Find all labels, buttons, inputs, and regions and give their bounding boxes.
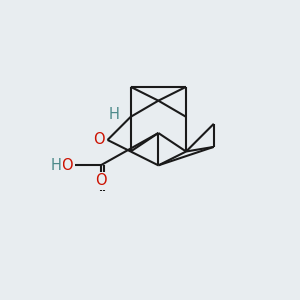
- Text: O: O: [94, 132, 105, 147]
- Text: H: H: [50, 158, 62, 173]
- Text: O: O: [61, 158, 73, 173]
- Text: H: H: [108, 107, 119, 122]
- Text: H: H: [50, 158, 62, 173]
- Text: O: O: [95, 173, 106, 188]
- Text: H: H: [108, 107, 119, 122]
